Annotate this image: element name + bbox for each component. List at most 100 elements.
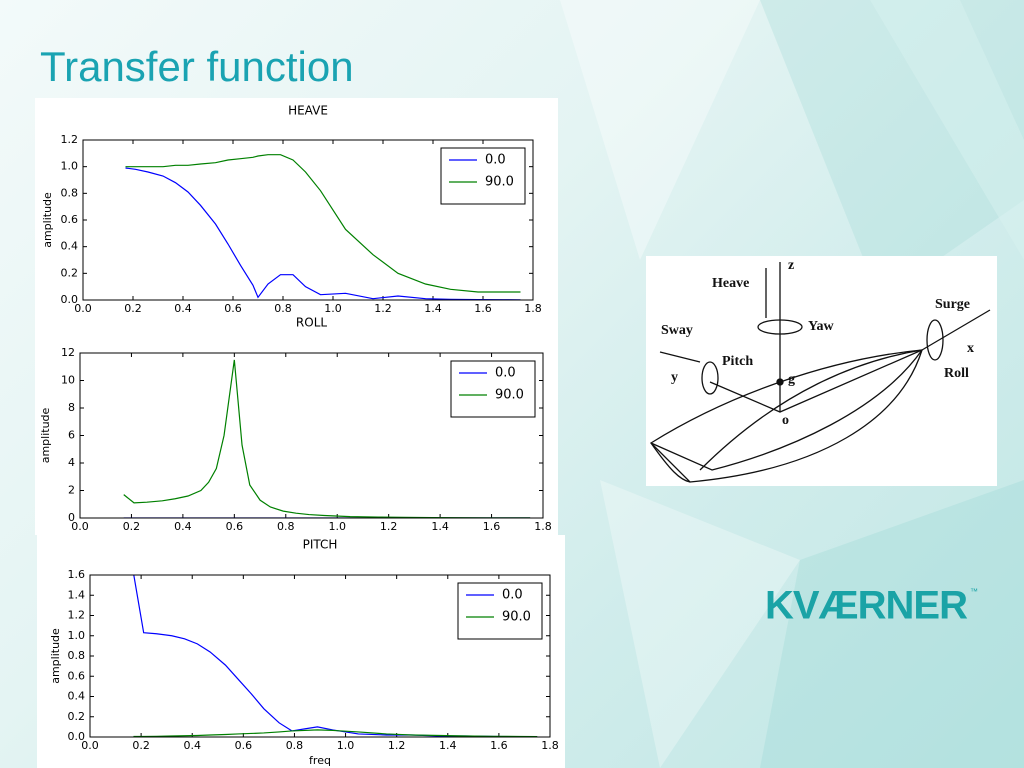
diagram-label: Roll (944, 366, 969, 381)
y-tick-label: 0.6 (68, 669, 86, 682)
x-tick-label: 0.8 (286, 739, 304, 752)
y-tick-label: 6 (68, 429, 75, 442)
x-tick-label: 0.8 (274, 302, 292, 315)
diagram-label: Sway (661, 323, 693, 338)
legend-label: 0.0 (485, 153, 506, 168)
ship-diagram: Heave z Yaw Sway Pitch y g o Surge x Rol… (646, 256, 997, 486)
y-tick-label: 4 (68, 456, 75, 469)
x-tick-label: 0.6 (226, 520, 244, 533)
x-tick-label: 1.4 (424, 302, 442, 315)
x-tick-label: 1.0 (328, 520, 346, 533)
x-tick-label: 0.6 (235, 739, 253, 752)
x-tick-label: 0.4 (174, 302, 192, 315)
diagram-label: Heave (712, 276, 749, 291)
y-tick-label: 0.8 (68, 649, 86, 662)
x-tick-label: 0.0 (71, 520, 89, 533)
y-tick-label: 0.8 (61, 186, 79, 199)
x-tick-label: 0.0 (74, 302, 92, 315)
x-tick-label: 0.4 (183, 739, 201, 752)
x-tick-label: 1.8 (534, 520, 552, 533)
y-axis-label: amplitude (49, 628, 62, 684)
y-tick-label: 1.0 (68, 629, 86, 642)
x-tick-label: 0.2 (132, 739, 150, 752)
ship-outline (649, 262, 991, 483)
y-tick-label: 0.6 (61, 213, 79, 226)
x-tick-label: 1.4 (431, 520, 449, 533)
y-tick-label: 1.2 (68, 609, 86, 622)
x-axis-label: freq (309, 754, 331, 767)
chart-title: PITCH (303, 538, 338, 552)
x-tick-label: 0.2 (123, 520, 141, 533)
x-tick-label: 1.4 (439, 739, 457, 752)
diagram-label: o (782, 413, 789, 428)
x-tick-label: 1.0 (337, 739, 355, 752)
x-tick-label: 0.0 (81, 739, 99, 752)
x-tick-label: 1.0 (324, 302, 342, 315)
y-tick-label: 1.2 (61, 133, 79, 146)
logo-trademark: ™ (970, 587, 978, 596)
y-tick-label: 2 (68, 484, 75, 497)
data-line (125, 167, 521, 300)
x-tick-label: 1.6 (483, 520, 501, 533)
y-tick-label: 0.0 (68, 730, 86, 743)
x-tick-label: 1.2 (374, 302, 392, 315)
y-axis-label: amplitude (41, 192, 54, 248)
y-tick-label: 0 (68, 511, 75, 524)
legend-label: 0.0 (495, 366, 516, 381)
diagram-label: g (788, 372, 795, 387)
y-axis-label: amplitude (39, 407, 52, 463)
x-tick-label: 1.6 (490, 739, 508, 752)
chart-title: HEAVE (288, 104, 328, 118)
x-tick-label: 0.2 (124, 302, 142, 315)
y-tick-label: 12 (61, 346, 75, 359)
legend-box (450, 360, 536, 418)
y-tick-label: 0.4 (61, 240, 79, 253)
y-tick-label: 10 (61, 374, 75, 387)
diagram-label: Pitch (722, 354, 753, 369)
y-tick-label: 0.2 (68, 710, 86, 723)
chart-title: ROLL (296, 316, 327, 330)
plot-frame (89, 574, 551, 738)
y-tick-label: 0.2 (61, 266, 79, 279)
diagram-panel (646, 256, 997, 486)
legend-label: 90.0 (495, 388, 524, 403)
legend-box (457, 582, 543, 640)
x-tick-label: 0.6 (224, 302, 242, 315)
chart: HEAVE amplitude 0.0 0.2 0.4 0.6 0.8 1.0 1.2 1.4 1.… (41, 104, 542, 316)
data-line (125, 154, 521, 293)
logo: KVÆRNER (765, 584, 968, 628)
slide-title: Transfer function (40, 43, 354, 90)
diagram-label: Yaw (808, 319, 835, 334)
chart-panel (35, 98, 558, 338)
plot-frame (82, 139, 534, 301)
data-line (133, 729, 538, 737)
y-tick-label: 1.6 (68, 568, 86, 581)
chart: PITCH amplitude freq 0.0 0.2 0.4 0.6 0.8 1.0 1.2 1… (49, 538, 559, 768)
diagram-label: Surge (935, 297, 970, 312)
x-tick-label: 1.8 (541, 739, 559, 752)
diagram-label: y (671, 370, 678, 385)
chart-panel (37, 535, 565, 768)
x-tick-label: 0.4 (174, 520, 192, 533)
y-tick-label: 0.0 (61, 293, 79, 306)
x-tick-label: 0.8 (277, 520, 295, 533)
data-line (123, 359, 531, 518)
y-tick-label: 1.0 (61, 160, 79, 173)
x-tick-label: 1.2 (380, 520, 398, 533)
legend-label: 90.0 (502, 610, 531, 625)
diagram-label: x (967, 341, 974, 356)
x-tick-label: 1.8 (524, 302, 542, 315)
x-tick-label: 1.2 (388, 739, 406, 752)
diagram-label: z (788, 258, 794, 273)
y-tick-label: 8 (68, 401, 75, 414)
legend-label: 0.0 (502, 588, 523, 603)
plot-frame (79, 352, 544, 519)
x-tick-label: 1.6 (474, 302, 492, 315)
legend-label: 90.0 (485, 175, 514, 190)
y-tick-label: 1.4 (68, 588, 86, 601)
y-tick-label: 0.4 (68, 690, 86, 703)
legend-box (440, 147, 526, 205)
